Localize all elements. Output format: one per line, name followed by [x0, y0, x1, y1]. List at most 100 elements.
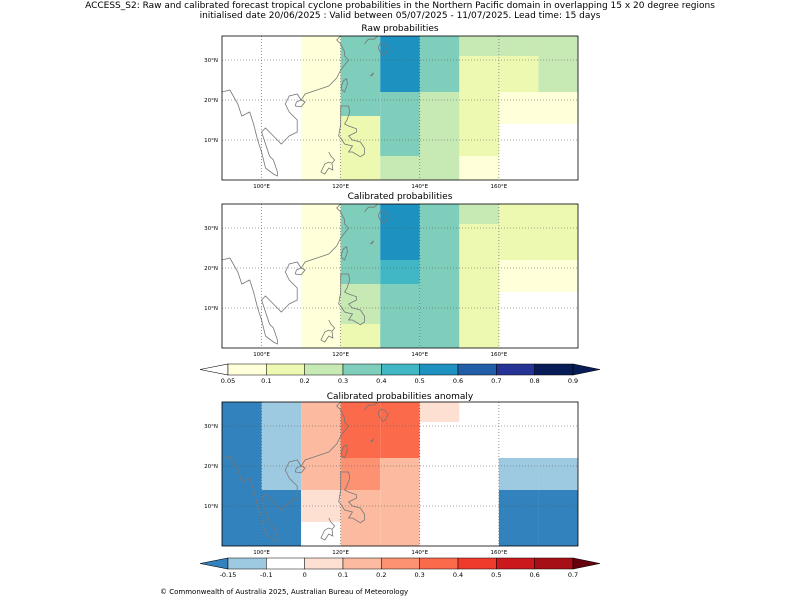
x-tick-label: 160°E — [491, 550, 508, 556]
heatmap-cell — [380, 458, 420, 546]
colorbar-tick-label: 0.7 — [491, 377, 501, 385]
coastline — [377, 42, 389, 56]
y-tick-label: 10°N — [204, 138, 218, 144]
heatmap-cell — [419, 402, 460, 422]
colorbar-tick-label: -0.1 — [260, 571, 273, 579]
x-tick-label: 140°E — [411, 352, 428, 358]
colorbar-tick-label: 0.2 — [376, 571, 386, 579]
heatmap-cell — [419, 204, 460, 224]
colorbar-segment — [227, 557, 267, 570]
colorbar-segment — [419, 363, 459, 376]
heatmap-cell — [380, 92, 420, 116]
heatmap-cell — [261, 402, 302, 490]
heatmap-cell — [538, 402, 578, 458]
heatmap-cell — [380, 422, 420, 458]
heatmap-cell — [459, 156, 499, 180]
heatmap-cell — [538, 260, 578, 292]
heatmap-cell — [578, 260, 618, 292]
y-tick-label: 20°N — [204, 266, 218, 272]
colorbar-tick-label: 0.3 — [338, 377, 348, 385]
colorbar-segment — [381, 363, 420, 376]
colorbar-tick-label: 0 — [303, 571, 307, 579]
colorbar-tick-label: 0.3 — [414, 571, 424, 579]
heatmap-cell — [419, 260, 460, 284]
heatmap-cell — [459, 490, 499, 546]
heatmap-cell — [578, 56, 618, 92]
heatmap-cell — [498, 260, 539, 292]
panel-title-raw: Raw probabilities — [361, 24, 439, 34]
heatmap-cell — [578, 92, 618, 124]
coastline — [340, 444, 348, 459]
x-tick-label: 160°E — [491, 184, 508, 190]
y-tick-label: 30°N — [204, 226, 218, 232]
heatmap-cell — [419, 422, 460, 546]
heatmap-cell — [340, 324, 381, 348]
heatmap-cell — [498, 92, 539, 124]
colorbar-tick-label: -0.15 — [220, 571, 237, 579]
colorbar-segment — [419, 557, 459, 570]
colorbar-tick-label: 0.6 — [529, 571, 539, 579]
heatmap-cell — [340, 284, 381, 324]
x-tick-label: 140°E — [411, 184, 428, 190]
colorbar-tick-label: 0.2 — [299, 377, 309, 385]
heatmap-cell — [538, 92, 578, 124]
heatmap-cell — [380, 284, 420, 324]
heatmap-cell — [380, 116, 420, 156]
heatmap-cell — [340, 36, 381, 116]
y-tick-label: 30°N — [204, 58, 218, 64]
colorbar-segment — [266, 557, 305, 570]
plot-frame — [221, 203, 579, 349]
heatmap-cell — [578, 458, 618, 490]
plot-frame — [221, 401, 579, 547]
colorbar-segment — [457, 363, 497, 376]
colorbar-tick-label: 0.6 — [453, 377, 463, 385]
colorbar-segment — [496, 557, 535, 570]
heatmap-cell — [380, 402, 420, 422]
coastline — [377, 210, 389, 224]
colorbar-tick-label: 0.4 — [453, 571, 463, 579]
x-tick-label: 160°E — [491, 352, 508, 358]
coastline — [370, 240, 374, 245]
heatmap-cell — [222, 402, 262, 546]
colorbar-segment — [496, 363, 535, 376]
heatmap-cell — [498, 204, 539, 260]
colorbar-over-arrow — [572, 363, 601, 376]
colorbar-under-arrow — [199, 557, 229, 570]
heatmap-cell — [419, 224, 460, 260]
colorbar-tick-label: 0.4 — [376, 377, 386, 385]
colorbar-segment — [266, 363, 305, 376]
coastline — [370, 72, 374, 77]
heatmap-cell — [459, 36, 499, 56]
heatmap-cell — [419, 156, 460, 180]
coastline — [338, 105, 365, 158]
y-tick-label: 10°N — [204, 306, 218, 312]
colorbar-over-arrow — [572, 557, 601, 570]
colorbar-segment — [342, 557, 382, 570]
coastline — [364, 402, 378, 411]
heatmap-cell — [419, 56, 460, 92]
heatmap-cell — [419, 284, 460, 324]
heatmap-cell — [498, 56, 539, 92]
heatmap-cell — [538, 36, 578, 56]
heatmap-cell — [419, 92, 460, 156]
heatmap-cell — [301, 204, 341, 348]
colorbar-segment — [304, 557, 344, 570]
x-tick-label: 100°E — [253, 550, 270, 556]
heatmap-cell — [380, 204, 420, 260]
heatmap-cell — [538, 204, 578, 260]
coastline — [338, 471, 365, 524]
heatmap-cell — [301, 36, 341, 68]
coastline — [338, 273, 365, 326]
heatmap-cell — [498, 36, 539, 56]
heatmap-cell — [419, 36, 460, 56]
colorbar-segment — [304, 363, 344, 376]
heatmap-cell — [340, 402, 381, 458]
heatmap-cell — [301, 522, 341, 546]
coastline — [320, 151, 336, 175]
coastline — [320, 517, 336, 541]
heatmap-cell — [340, 522, 381, 546]
colorbar-tick-label: 0.5 — [491, 571, 501, 579]
heatmap-cell — [498, 490, 539, 546]
heatmap-cell — [578, 204, 618, 260]
